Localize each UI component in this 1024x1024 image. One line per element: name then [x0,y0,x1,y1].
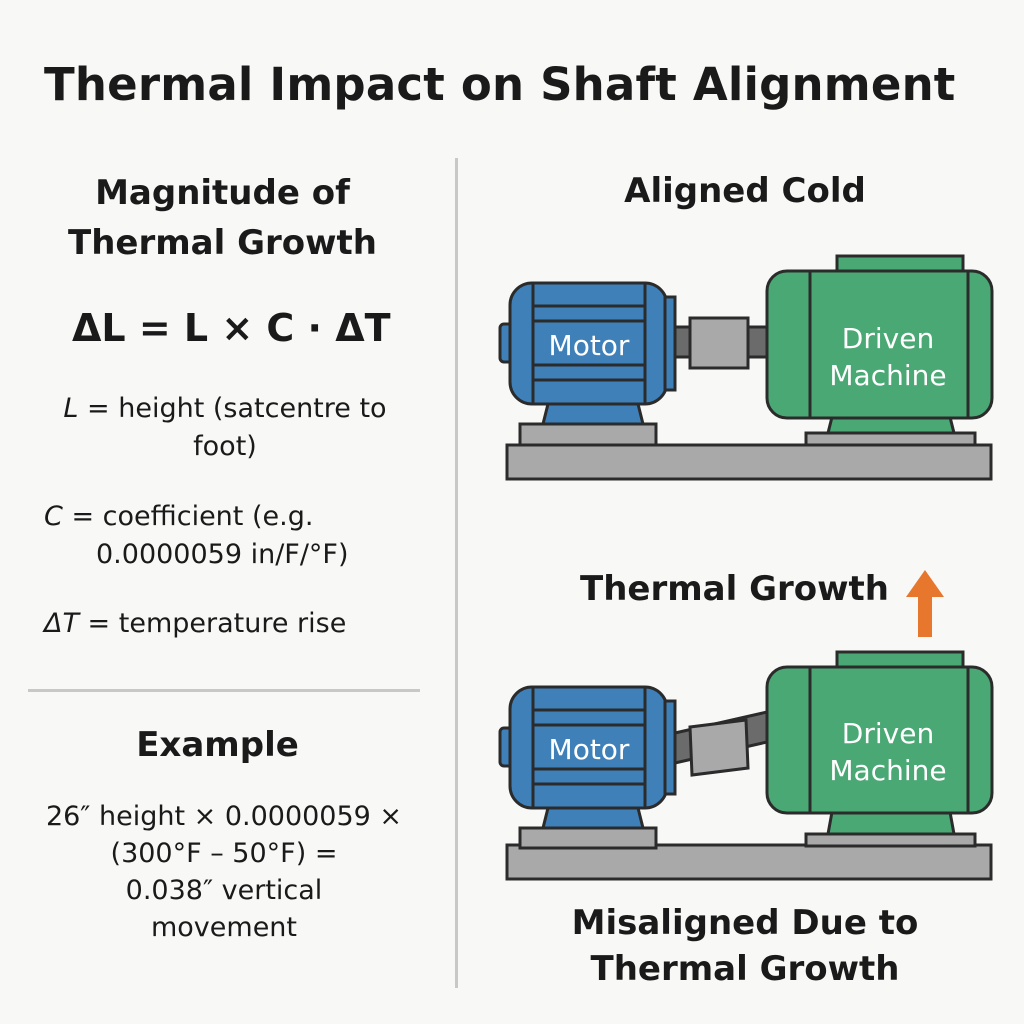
driven-pad [804,431,977,447]
vertical-divider [455,158,458,988]
motor-foot [541,402,645,426]
motor-pad [518,422,658,447]
shaft [673,325,769,359]
motor-foot [541,806,645,830]
driven-foot [826,415,956,435]
example-line: 26″ height × 0.0000059 × [45,801,403,832]
heading-line: Misaligned Due to [571,903,919,943]
definition-l: L = height (satcentre to foot) [20,390,430,466]
thermal-growth-label: Thermal Growth [580,569,889,609]
horizontal-divider [28,689,420,692]
symbol: C [44,501,63,532]
driven-top-block [835,254,965,275]
coupling [688,718,750,777]
shaft [673,710,769,765]
misaligned-heading: Misaligned Due to Thermal Growth [540,900,950,992]
symbol: L [63,393,79,424]
definition-text: = coefficient (e.g. [62,501,314,532]
definition-c: C = coefficient (e.g. 0.0000059 in/F/°F) [44,498,349,574]
coupling [688,316,750,370]
definition-text: = height (satcentre to [78,393,387,424]
motor-body [508,281,669,406]
driven-label: Machine [829,359,946,392]
definition-text: = temperature rise [78,608,347,639]
motor-flange [663,699,677,796]
driven-label: Machine [829,754,946,787]
definition-dt: ΔT = temperature rise [44,605,346,643]
heading-line: Thermal Growth [590,949,900,989]
motor-flange [663,295,677,392]
example-heading: Example [136,725,299,765]
motor-end-cap [498,726,516,768]
driven-body [765,665,994,815]
formula: ΔL = L × C · ΔT [72,306,391,350]
driven-foot [826,810,956,836]
thermal-growth-heading: Magnitude of Thermal Growth [20,168,425,268]
driven-body [765,269,994,420]
heading-line: Thermal Growth [68,223,377,263]
example-line: 0.038″ vertical [125,875,323,906]
base-plate [505,443,993,481]
aligned-machine-train [498,254,994,481]
base-plate [505,843,993,881]
driven-label: Driven [842,717,934,750]
example-text: 26″ height × 0.0000059 × (300°F – 50°F) … [14,798,434,946]
motor-pad [518,826,658,850]
symbol: ΔT [44,608,79,639]
motor-end-cap [498,322,516,364]
page-title: Thermal Impact on Shaft Alignment [44,58,956,111]
aligned-cold-heading: Aligned Cold [624,171,866,211]
driven-label: Driven [842,322,934,355]
motor-label: Motor [549,329,630,362]
driven-top-block [835,650,965,671]
driven-pad [804,832,977,848]
motor-body [508,685,669,810]
arrow-up-icon [906,570,944,637]
misaligned-machine-train [498,650,994,881]
example-line: movement [150,912,298,943]
motor-label: Motor [549,733,630,766]
definition-text: foot) [193,431,257,462]
example-line: (300°F – 50°F) = [110,838,338,869]
definition-text: 0.0000059 in/F/°F) [96,539,349,570]
heading-line: Magnitude of [95,173,350,213]
